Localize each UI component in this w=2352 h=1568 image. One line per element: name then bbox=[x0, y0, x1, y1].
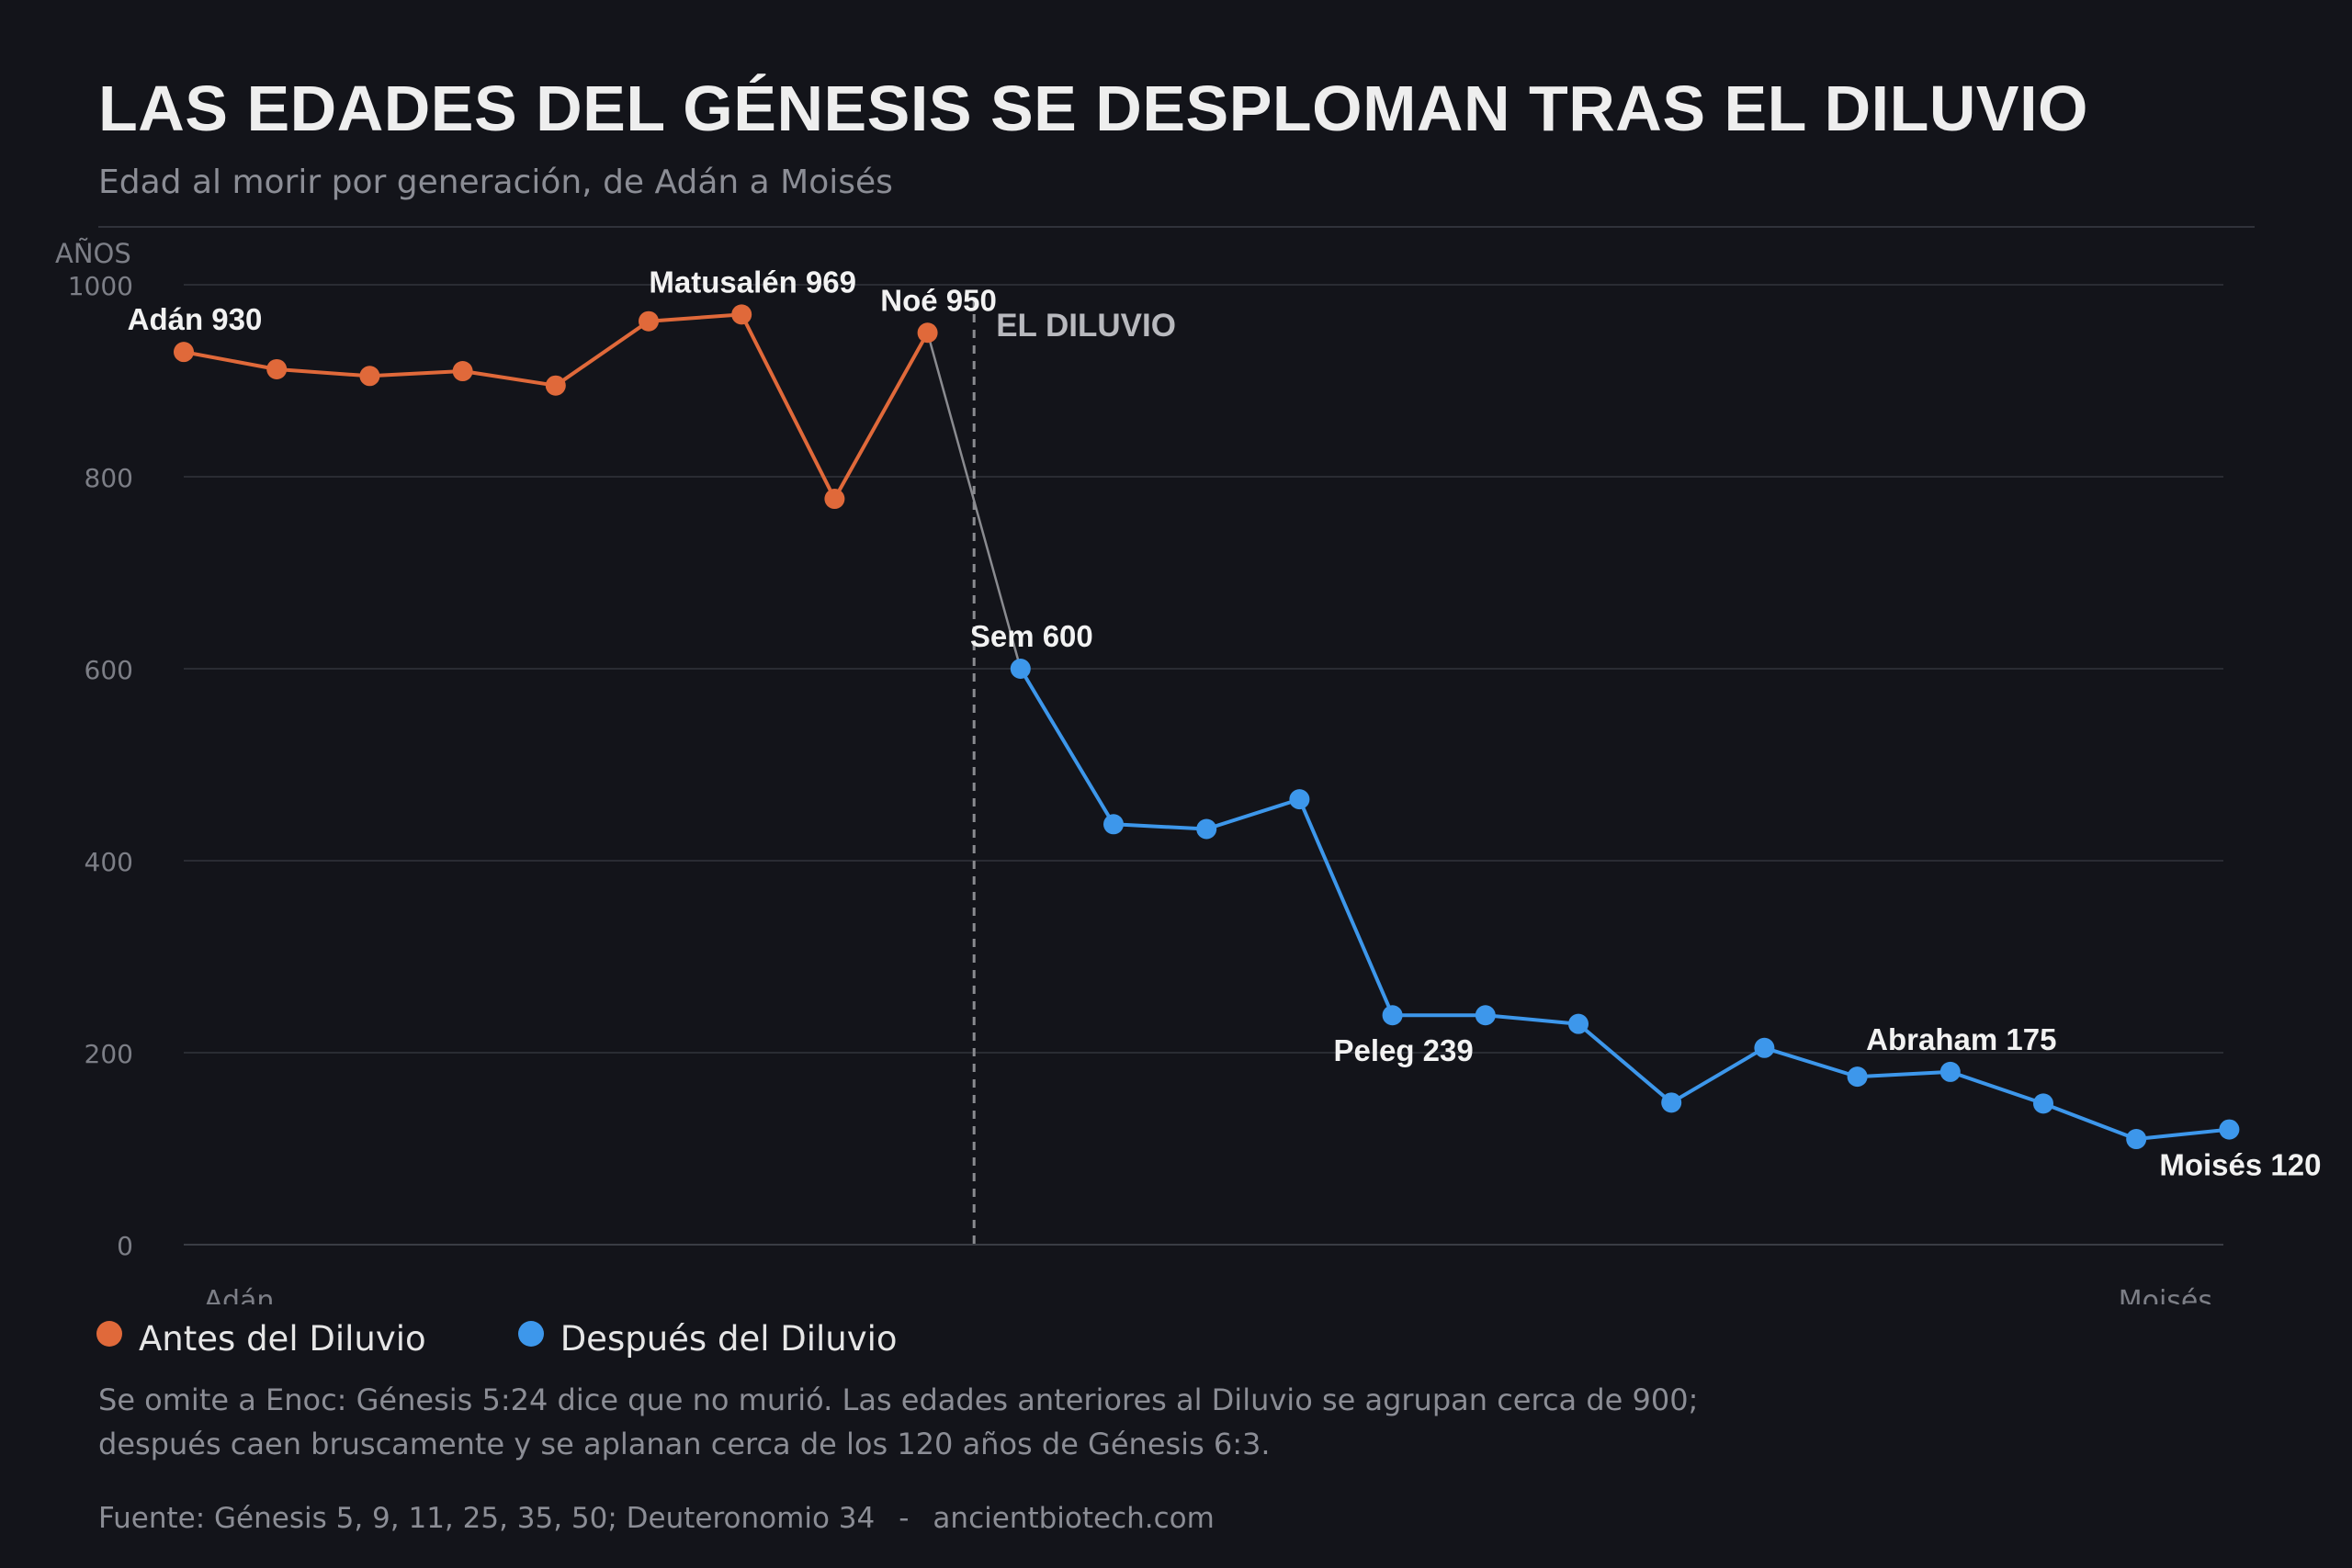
data-point-s1-7 bbox=[1661, 1092, 1682, 1113]
legend-swatch-despues bbox=[517, 1320, 544, 1347]
data-point-s0-2 bbox=[359, 366, 380, 387]
data-point-s1-13 bbox=[2219, 1119, 2240, 1140]
data-label-5: Abraham 175 bbox=[1866, 1022, 2056, 1056]
footnote: Se omite a Enoc: Génesis 5:24 dice que n… bbox=[98, 1378, 1752, 1466]
source-separator: - bbox=[899, 1502, 910, 1535]
data-point-s1-1 bbox=[1103, 814, 1124, 835]
flood-transition-line bbox=[926, 332, 1023, 670]
data-point-s1-12 bbox=[2126, 1129, 2147, 1150]
legend-label-antes: Antes del Diluvio bbox=[139, 1319, 426, 1359]
legend: Antes del Diluvio Después del Diluvio bbox=[96, 1319, 898, 1359]
source-refs: Fuente: Génesis 5, 9, 11, 25, 35, 50; De… bbox=[98, 1502, 876, 1535]
data-label-1: Matusalén 969 bbox=[649, 265, 856, 299]
data-point-s1-4 bbox=[1382, 1005, 1403, 1026]
data-point-s1-3 bbox=[1289, 789, 1310, 810]
data-point-s0-3 bbox=[452, 361, 473, 382]
y-axis-label: AÑOS bbox=[55, 238, 131, 269]
y-tick-label-400: 400 bbox=[85, 847, 133, 877]
data-point-s0-6 bbox=[731, 304, 752, 325]
chart-subtitle: Edad al morir por generación, de Adán a … bbox=[98, 164, 893, 201]
y-tick-label-200: 200 bbox=[85, 1039, 133, 1069]
data-point-s0-1 bbox=[266, 358, 288, 379]
data-label-3: Sem 600 bbox=[970, 619, 1093, 653]
data-label-6: Moisés 120 bbox=[2159, 1148, 2321, 1182]
data-point-s1-8 bbox=[1754, 1037, 1775, 1058]
data-point-s0-7 bbox=[824, 489, 845, 510]
legend-item-despues: Después del Diluvio bbox=[517, 1319, 898, 1359]
data-point-s0-5 bbox=[639, 310, 659, 332]
x-end-label: Moisés bbox=[2119, 1285, 2212, 1304]
footnote-line-1: Se omite a Enoc: Génesis 5:24 dice que n… bbox=[98, 1382, 1699, 1417]
y-tick-label-1000: 1000 bbox=[68, 271, 133, 301]
data-point-s1-5 bbox=[1475, 1005, 1496, 1026]
data-point-s0-0 bbox=[174, 342, 194, 363]
data-label-2: Noé 950 bbox=[880, 283, 997, 317]
y-tick-label-0: 0 bbox=[117, 1231, 133, 1261]
data-point-s0-4 bbox=[545, 375, 566, 396]
legend-label-despues: Después del Diluvio bbox=[560, 1319, 898, 1359]
flood-divider-label: EL DILUVIO bbox=[996, 308, 1176, 344]
header-divider bbox=[98, 226, 2255, 228]
series-line-1 bbox=[1019, 667, 2230, 1141]
y-tick-label-800: 800 bbox=[85, 463, 133, 493]
data-point-s1-10 bbox=[1939, 1061, 1961, 1082]
data-point-s1-6 bbox=[1568, 1013, 1589, 1034]
data-point-s1-9 bbox=[1847, 1066, 1868, 1088]
data-label-4: Peleg 239 bbox=[1333, 1033, 1473, 1067]
y-tick-label-600: 600 bbox=[85, 655, 133, 685]
footnote-line-2: después caen bruscamente y se aplanan ce… bbox=[98, 1427, 1271, 1461]
source-site: ancientbiotech.com bbox=[933, 1502, 1215, 1535]
source-line: Fuente: Génesis 5, 9, 11, 25, 35, 50; De… bbox=[98, 1502, 1215, 1535]
legend-item-antes: Antes del Diluvio bbox=[96, 1319, 426, 1359]
x-start-label: Adán bbox=[204, 1285, 274, 1304]
chart-title: LAS EDADES DEL GÉNESIS SE DESPLOMAN TRAS… bbox=[98, 73, 2089, 144]
data-point-s1-11 bbox=[2033, 1093, 2053, 1114]
data-label-0: Adán 930 bbox=[128, 302, 263, 336]
legend-swatch-antes bbox=[96, 1320, 122, 1347]
data-point-s1-0 bbox=[1010, 659, 1031, 679]
data-point-s0-8 bbox=[917, 322, 938, 344]
data-point-s1-2 bbox=[1196, 818, 1217, 840]
series-line-0 bbox=[183, 312, 930, 501]
